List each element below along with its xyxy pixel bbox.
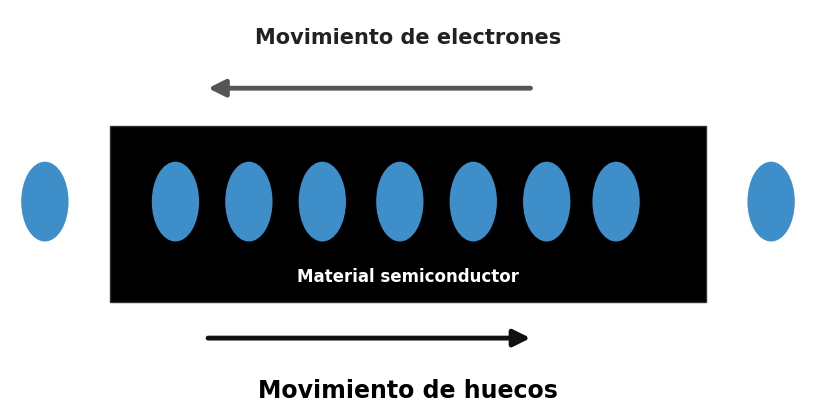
Ellipse shape	[592, 162, 640, 242]
Text: Material semiconductor: Material semiconductor	[297, 268, 519, 286]
Ellipse shape	[747, 162, 795, 242]
Text: Movimiento de electrones: Movimiento de electrones	[255, 28, 561, 48]
Ellipse shape	[225, 162, 273, 242]
Ellipse shape	[152, 162, 199, 242]
Text: Movimiento de huecos: Movimiento de huecos	[258, 378, 558, 403]
Ellipse shape	[450, 162, 497, 242]
Ellipse shape	[21, 162, 69, 242]
Ellipse shape	[523, 162, 570, 242]
Ellipse shape	[376, 162, 424, 242]
Ellipse shape	[299, 162, 346, 242]
Bar	[110, 126, 706, 302]
